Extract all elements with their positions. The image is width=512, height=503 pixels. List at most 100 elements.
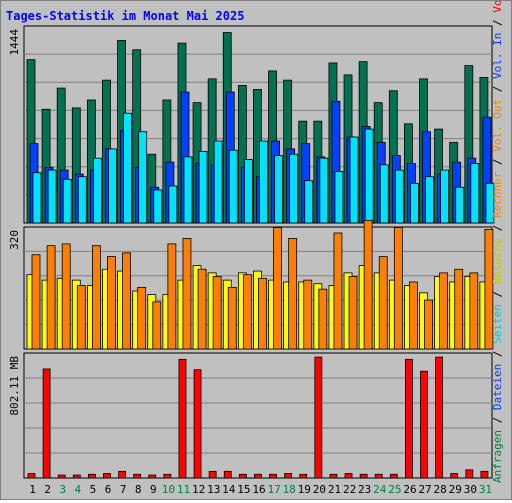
- legend-part-12: Vol. In: [491, 33, 504, 79]
- bar-volumen-day-10: [163, 473, 172, 479]
- bar-seiten-day-27: [425, 176, 434, 224]
- bar-seiten-day-17: [274, 155, 283, 224]
- x-tick-label-day-22: 22: [343, 483, 356, 496]
- x-tick-label-day-17: 17: [267, 483, 280, 496]
- x-tick-label-day-25: 25: [388, 483, 401, 496]
- bar-seiten-day-24: [379, 164, 389, 224]
- chart-title: Tages-Statistik im Monat Mai 2025: [6, 9, 244, 23]
- bar-seiten-day-14: [228, 149, 238, 224]
- chart-panels: 1444 320 802.11 MB: [8, 25, 495, 479]
- bar-seiten-day-2: [47, 169, 57, 224]
- bar-seiten-day-25: [394, 169, 404, 224]
- legend-vertical-label: Anfragen / Dateien / Seiten / Besuche / …: [491, 1, 504, 483]
- bar-seiten-day-16: [259, 140, 268, 224]
- x-tick-label-day-24: 24: [373, 483, 387, 496]
- bar-rechner-day-10: [167, 243, 177, 350]
- x-axis-tick-labels: 1 2 3 4 5 6 7 8 9 10 11 12 13 14 15 16 17 18 19 20 21 22 23 24 2…: [29, 483, 492, 496]
- bar-seiten-day-18: [289, 153, 299, 224]
- bar-volumen-day-29: [450, 473, 459, 479]
- bar-rechner-day-7: [122, 252, 131, 350]
- bar-seiten-day-21: [334, 171, 344, 224]
- legend-part-11: /: [491, 79, 504, 99]
- y-axis-max-label: 802.11 MB: [8, 356, 21, 416]
- bar-seiten-day-19: [304, 180, 314, 224]
- bar-volumen-day-26: [405, 358, 413, 479]
- x-tick-label-day-12: 12: [192, 483, 205, 496]
- bar-seiten-day-1: [32, 172, 42, 224]
- bar-rechner-day-18: [288, 238, 298, 350]
- bar-volumen-day-27: [420, 370, 428, 479]
- x-tick-label-day-2: 2: [44, 483, 51, 496]
- bar-seiten-day-15: [243, 159, 253, 224]
- bar-rechner-day-13: [212, 276, 222, 350]
- x-tick-label-day-3: 3: [59, 483, 66, 496]
- legend-part-7: /: [491, 218, 504, 238]
- bar-rechner-day-14: [227, 286, 237, 350]
- legend-part-6: Besuche: [491, 238, 504, 284]
- bar-rechner-day-9: [152, 301, 162, 350]
- x-tick-label-day-1: 1: [29, 483, 36, 496]
- x-tick-label-day-4: 4: [75, 483, 82, 496]
- y-axis-max-label: 1444: [8, 29, 21, 56]
- x-tick-label-day-21: 21: [328, 483, 341, 496]
- x-tick-label-day-6: 6: [105, 483, 112, 496]
- bar-volumen-day-1: [27, 473, 36, 479]
- legend-part-3: /: [491, 344, 504, 364]
- bar-rechner-day-28: [439, 272, 449, 350]
- bar-volumen-day-28: [435, 356, 444, 479]
- y-axis-max-label: 320: [8, 230, 21, 250]
- bar-volumen-day-24: [374, 473, 383, 479]
- bar-seiten-day-8: [138, 131, 148, 224]
- bar-volumen-day-18: [284, 473, 293, 479]
- bar-rechner-day-27: [424, 299, 433, 350]
- bar-volumen-day-2: [42, 368, 51, 479]
- bar-seiten-day-26: [410, 182, 419, 224]
- bar-rechner-day-19: [303, 279, 313, 350]
- bar-volumen-day-16: [254, 473, 262, 479]
- bar-seiten-day-3: [62, 178, 72, 224]
- x-tick-label-day-27: 27: [418, 483, 431, 496]
- bar-rechner-day-20: [318, 288, 328, 350]
- legend-part-4: Seiten: [491, 304, 504, 344]
- bar-seiten-day-5: [92, 157, 102, 224]
- legend-part-1: /: [491, 410, 504, 430]
- bar-volumen-day-22: [344, 473, 353, 479]
- bar-seiten-day-29: [455, 186, 465, 224]
- panel-frame: [23, 352, 493, 479]
- bar-volumen-day-14: [223, 470, 232, 479]
- bar-rechner-day-24: [378, 256, 388, 350]
- bar-volumen-day-11: [178, 358, 187, 479]
- bar-seiten-day-30: [470, 163, 480, 224]
- bar-rechner-day-2: [46, 245, 56, 350]
- legend-part-9: /: [491, 152, 504, 172]
- bar-seiten-day-4: [77, 176, 87, 224]
- bar-rechner-day-29: [454, 268, 464, 350]
- bar-rechner-day-16: [258, 277, 267, 350]
- bar-seiten-day-9: [153, 189, 163, 224]
- bar-seiten-day-6: [108, 148, 117, 224]
- bar-rechner-day-8: [137, 286, 147, 350]
- bar-seiten-day-11: [183, 156, 193, 224]
- x-tick-label-day-30: 30: [464, 483, 477, 496]
- bar-rechner-day-17: [273, 227, 282, 350]
- bar-volumen-day-7: [118, 470, 126, 479]
- panel-1: 1444: [8, 25, 495, 224]
- bar-volumen-day-30: [465, 469, 474, 479]
- bar-rechner-day-30: [469, 272, 479, 350]
- legend-part-10: Vol. Out: [491, 99, 504, 152]
- x-tick-label-day-7: 7: [120, 483, 127, 496]
- x-tick-label-day-13: 13: [207, 483, 220, 496]
- bar-rechner-day-22: [348, 276, 358, 350]
- x-tick-label-day-26: 26: [403, 483, 416, 496]
- bar-volumen-day-17: [269, 473, 277, 479]
- bar-volumen-day-12: [193, 369, 202, 479]
- bar-rechner-day-25: [393, 227, 403, 350]
- bar-rechner-day-21: [333, 232, 343, 350]
- bar-rechner-day-3: [61, 243, 71, 350]
- bar-rechner-day-15: [242, 274, 252, 350]
- x-tick-label-day-11: 11: [177, 483, 190, 496]
- bar-seiten-day-10: [168, 185, 178, 224]
- bar-rechner-day-31: [484, 228, 494, 350]
